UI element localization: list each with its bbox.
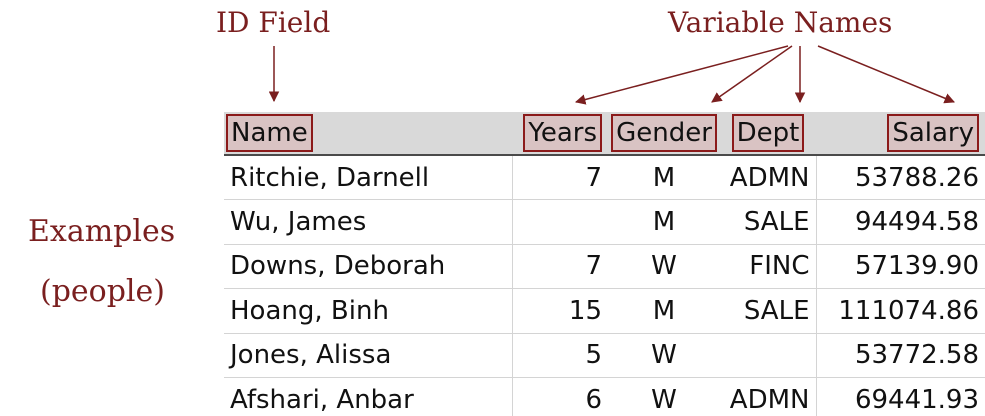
variable-name-box: Years xyxy=(523,114,602,152)
table-row: Hoang, Binh 15 M SALE 111074.86 xyxy=(224,288,985,334)
variable-name-box: Dept xyxy=(731,114,805,152)
variable-name-box: Salary xyxy=(887,114,979,152)
examples-label: Examples xyxy=(28,214,176,249)
cell-dept: SALE xyxy=(720,199,816,245)
cell-dept xyxy=(720,333,816,378)
cell-name: Downs, Deborah xyxy=(224,244,512,290)
cell-years: 5 xyxy=(511,333,608,378)
years-arrow xyxy=(574,45,789,105)
cell-salary: 111074.86 xyxy=(815,288,985,334)
table-row: Jones, Alissa 5 W 53772.58 xyxy=(224,333,985,378)
cell-salary: 69441.93 xyxy=(815,377,985,416)
cell-salary: 53772.58 xyxy=(815,333,985,378)
cell-dept: FINC xyxy=(720,244,816,290)
cell-years: 15 xyxy=(511,288,608,334)
table-row: Afshari, Anbar 6 W ADMN 69441.93 xyxy=(224,377,985,416)
cell-dept: ADMN xyxy=(720,155,816,201)
cell-dept: SALE xyxy=(720,288,816,334)
header-cell-salary: Salary xyxy=(816,112,985,156)
cell-name: Jones, Alissa xyxy=(224,333,512,378)
cell-name: Afshari, Anbar xyxy=(224,377,512,416)
cell-dept: ADMN xyxy=(720,377,816,416)
cell-salary: 94494.58 xyxy=(815,199,985,245)
cell-gender: W xyxy=(608,377,720,416)
variable-name-box: Name xyxy=(226,114,313,152)
gender-arrow xyxy=(711,45,793,103)
cell-gender: W xyxy=(608,333,720,378)
cell-salary: 57139.90 xyxy=(815,244,985,290)
cell-years xyxy=(511,199,608,245)
cell-gender: M xyxy=(608,288,720,334)
header-cell-dept: Dept xyxy=(720,112,816,156)
cell-years: 7 xyxy=(511,244,608,290)
table-row: Downs, Deborah 7 W FINC 57139.90 xyxy=(224,244,985,290)
cell-gender: W xyxy=(608,244,720,290)
table-row: Ritchie, Darnell 7 M ADMN 53788.26 xyxy=(224,155,985,201)
cell-name: Wu, James xyxy=(224,199,512,245)
salary-arrow xyxy=(817,45,955,104)
cell-salary: 53788.26 xyxy=(815,155,985,201)
variable-names-label: Variable Names xyxy=(668,6,893,39)
table-row: Wu, James M SALE 94494.58 xyxy=(224,199,985,245)
cell-name: Ritchie, Darnell xyxy=(224,155,512,201)
header-cell-years: Years xyxy=(512,112,608,156)
header-cell-gender: Gender xyxy=(608,112,720,156)
header-row: Name Years Gender Dept Salary xyxy=(224,112,985,156)
cell-name: Hoang, Binh xyxy=(224,288,512,334)
cell-gender: M xyxy=(608,155,720,201)
cell-gender: M xyxy=(608,199,720,245)
id-field-label: ID Field xyxy=(216,6,331,39)
people-label: (people) xyxy=(40,274,165,309)
cell-years: 7 xyxy=(511,155,608,201)
cell-years: 6 xyxy=(511,377,608,416)
header-cell-name: Name xyxy=(224,112,512,156)
variable-name-box: Gender xyxy=(611,114,717,152)
data-table: Name Years Gender Dept Salary Ritchie, D… xyxy=(224,112,985,416)
